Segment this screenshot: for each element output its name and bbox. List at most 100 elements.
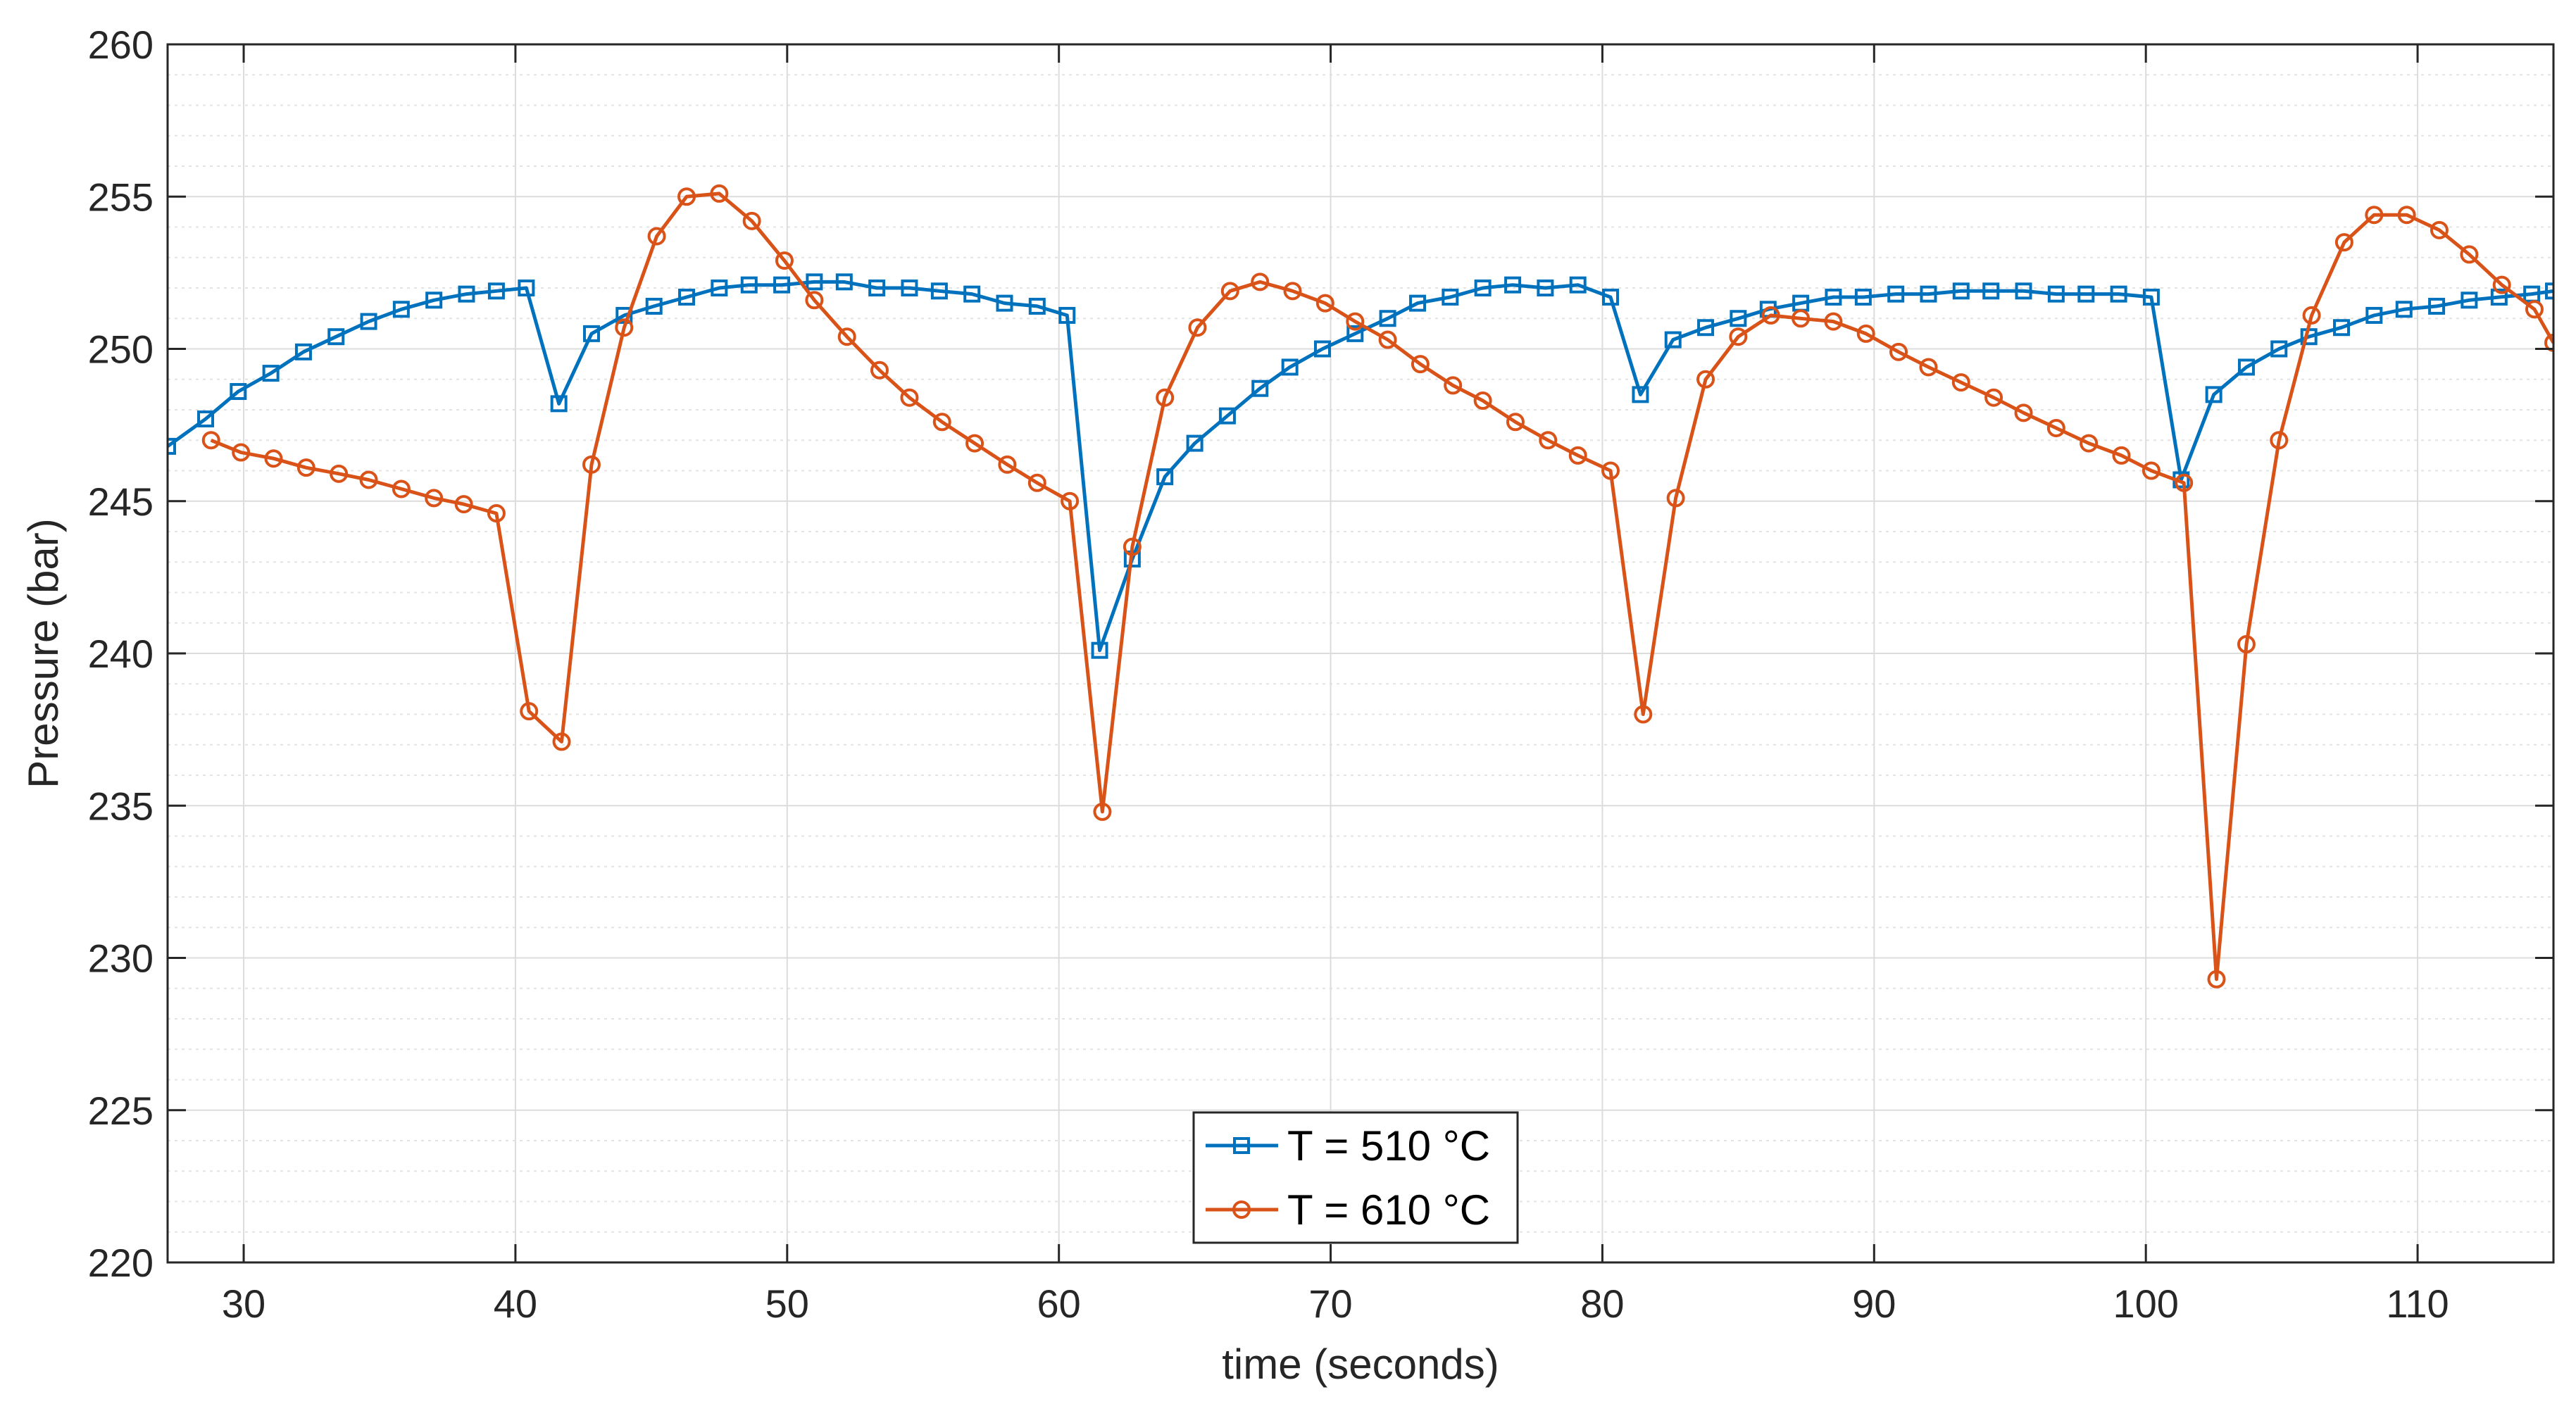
- data-point-510: [1251, 380, 1269, 397]
- data-point-610: [1792, 309, 1811, 328]
- data-point-610: [805, 291, 824, 310]
- data-point-610: [2492, 275, 2511, 294]
- data-point-610: [1601, 461, 1620, 480]
- data-point-610: [1061, 491, 1080, 510]
- data-point-510: [1854, 288, 1872, 306]
- x-tick-label: 80: [1580, 1281, 1624, 1326]
- data-point-510: [963, 285, 981, 303]
- data-point-510: [1442, 288, 1459, 306]
- data-point-610: [1696, 370, 1715, 389]
- data-point-510: [806, 273, 823, 291]
- data-point-610: [1919, 358, 1938, 377]
- data-point-610: [1378, 330, 1397, 349]
- data-point-610: [552, 732, 571, 751]
- legend-label-610: T = 610 °C: [1287, 1186, 1490, 1234]
- data-point-510: [1664, 331, 1682, 349]
- data-point-610: [2270, 431, 2289, 450]
- data-point-510: [2395, 301, 2413, 318]
- data-point-510: [1602, 288, 1620, 306]
- data-point-610: [1346, 312, 1365, 331]
- data-point-610: [2302, 306, 2321, 325]
- data-point-510: [1825, 288, 1842, 306]
- data-point-610: [2460, 245, 2479, 264]
- data-point-610: [1315, 294, 1334, 313]
- data-point-510: [1730, 310, 1747, 327]
- series-layer: [168, 184, 2553, 989]
- data-point-510: [2205, 386, 2222, 403]
- data-point-610: [1093, 802, 1112, 821]
- x-tick-label: 70: [1308, 1281, 1352, 1326]
- data-point-610: [1123, 537, 1142, 556]
- data-point-510: [1569, 276, 1587, 294]
- data-point-510: [197, 410, 215, 427]
- data-point-510: [1281, 358, 1299, 376]
- data-point-610: [359, 470, 378, 489]
- data-point-610: [392, 479, 411, 498]
- data-point-610: [1444, 376, 1463, 395]
- major-grid: [168, 44, 2553, 1262]
- y-tick-label: 245: [88, 479, 154, 524]
- data-point-510: [582, 325, 600, 342]
- data-point-610: [1188, 318, 1207, 337]
- data-point-610: [1984, 388, 2003, 407]
- data-point-610: [1666, 489, 1685, 508]
- x-tick-label: 110: [2386, 1281, 2449, 1326]
- data-point-510: [2270, 340, 2288, 358]
- data-point-610: [2237, 635, 2256, 654]
- data-point-610: [2525, 300, 2544, 319]
- data-point-610: [742, 211, 761, 230]
- data-point-510: [2015, 282, 2032, 300]
- data-point-510: [1537, 280, 1554, 296]
- data-point-610: [1634, 705, 1653, 724]
- data-point-510: [711, 280, 728, 296]
- data-point-510: [2490, 288, 2508, 306]
- data-point-510: [262, 365, 280, 382]
- data-point-610: [677, 187, 696, 206]
- data-point-510: [740, 276, 758, 294]
- data-point-610: [1856, 324, 1875, 343]
- data-point-510: [1632, 386, 1649, 403]
- data-point-510: [2047, 285, 2065, 303]
- data-point-510: [2077, 285, 2095, 303]
- data-point-510: [2428, 297, 2446, 315]
- data-point-610: [1506, 413, 1525, 432]
- x-axis-label: time (seconds): [1222, 1341, 1499, 1388]
- data-point-610: [264, 449, 283, 468]
- data-point-610: [710, 184, 729, 203]
- data-point-610: [425, 489, 444, 508]
- data-point-610: [932, 413, 951, 432]
- data-point-510: [996, 294, 1013, 312]
- data-point-610: [1251, 272, 1270, 291]
- data-point-510: [327, 328, 345, 346]
- data-point-610: [201, 431, 220, 450]
- data-point-610: [1568, 446, 1587, 465]
- data-point-610: [2207, 970, 2226, 989]
- y-tick-label: 220: [88, 1241, 154, 1285]
- data-point-610: [1951, 373, 1970, 392]
- axis-ticks: [168, 43, 2553, 1264]
- data-point-510: [1474, 280, 1492, 296]
- data-point-610: [998, 455, 1017, 474]
- data-point-610: [2365, 206, 2384, 225]
- data-point-610: [1729, 327, 1748, 346]
- data-point-510: [1697, 319, 1715, 337]
- data-point-510: [2545, 282, 2553, 300]
- data-point-610: [1539, 431, 1558, 450]
- data-point-610: [647, 227, 666, 246]
- data-point-610: [1283, 282, 1302, 301]
- x-tick-label: 40: [494, 1281, 537, 1326]
- data-point-510: [1091, 641, 1108, 659]
- y-tick-label: 240: [88, 632, 154, 676]
- y-tick-label: 260: [88, 23, 154, 67]
- data-point-510: [2461, 291, 2478, 309]
- data-point-510: [645, 297, 663, 315]
- data-point-610: [965, 434, 984, 453]
- x-tick-label: 30: [222, 1281, 265, 1326]
- x-tick-label: 60: [1037, 1281, 1081, 1326]
- data-point-610: [1889, 342, 1908, 361]
- data-point-610: [582, 455, 601, 474]
- data-point-610: [1473, 391, 1492, 410]
- data-point-510: [425, 291, 443, 309]
- data-point-610: [1761, 306, 1780, 325]
